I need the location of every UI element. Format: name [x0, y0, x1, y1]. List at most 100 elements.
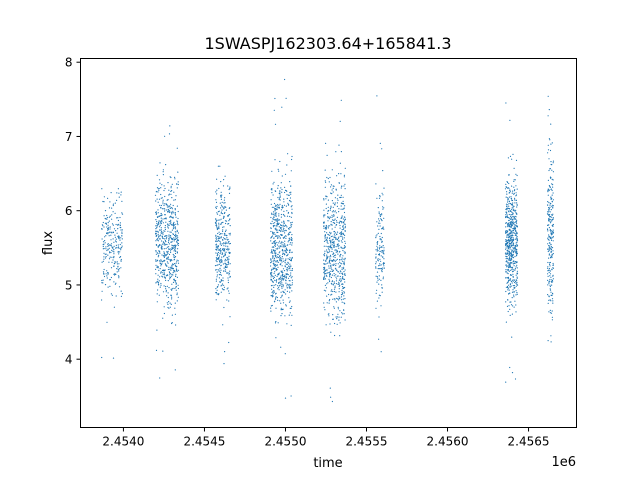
data-point — [329, 239, 331, 241]
data-point — [218, 227, 220, 229]
data-point — [329, 209, 331, 211]
data-point — [510, 237, 512, 239]
data-point — [279, 255, 281, 257]
data-point — [287, 258, 289, 260]
data-point — [333, 275, 335, 277]
data-point — [103, 252, 105, 254]
data-point — [343, 295, 345, 297]
data-point — [335, 212, 337, 214]
data-point — [287, 227, 290, 230]
data-point — [344, 251, 346, 253]
data-point — [336, 258, 338, 260]
data-point — [272, 226, 275, 228]
data-point — [291, 224, 293, 226]
data-point — [381, 200, 383, 202]
data-point — [342, 226, 344, 228]
data-point — [172, 253, 174, 256]
data-point — [111, 218, 113, 220]
data-point — [512, 243, 514, 245]
data-point — [288, 297, 290, 299]
data-point — [113, 281, 115, 283]
data-point — [168, 189, 170, 191]
data-point — [175, 266, 177, 268]
data-point — [342, 238, 344, 240]
data-point — [377, 279, 379, 281]
data-point — [226, 239, 229, 241]
data-point — [283, 198, 285, 200]
data-point — [114, 212, 116, 214]
data-point — [228, 233, 230, 235]
data-point — [506, 209, 508, 211]
data-point — [342, 292, 344, 295]
data-point — [339, 275, 341, 278]
data-point — [220, 237, 222, 239]
data-point — [505, 245, 507, 247]
data-point — [272, 246, 274, 248]
data-point — [276, 205, 278, 207]
data-point — [281, 175, 283, 177]
data-point — [168, 211, 170, 214]
data-point — [215, 199, 217, 201]
data-point — [103, 201, 105, 203]
data-point — [340, 220, 342, 223]
data-point — [342, 208, 344, 210]
data-point — [271, 212, 273, 214]
x-tick-label: 2.4545 — [183, 435, 225, 449]
data-point — [551, 269, 553, 271]
data-point — [166, 223, 169, 225]
data-point — [281, 191, 283, 193]
data-point — [275, 297, 277, 299]
data-point — [327, 262, 329, 264]
data-point — [506, 305, 509, 307]
data-point — [274, 190, 276, 192]
data-point — [340, 187, 342, 189]
data-point — [274, 260, 276, 262]
data-point — [550, 234, 553, 236]
data-point — [276, 248, 278, 250]
data-point — [506, 242, 508, 244]
data-point — [220, 244, 222, 246]
data-point — [331, 242, 333, 244]
data-point — [271, 288, 273, 290]
data-point — [376, 281, 378, 283]
data-point — [161, 269, 164, 271]
data-point — [379, 258, 381, 260]
data-point — [327, 210, 329, 212]
data-point — [290, 287, 292, 289]
data-point — [274, 159, 276, 161]
data-point — [510, 262, 512, 264]
x-offset-label: 1e6 — [551, 455, 576, 470]
data-point — [220, 223, 222, 225]
data-point — [337, 275, 339, 277]
data-point — [121, 293, 123, 295]
data-point — [511, 230, 513, 232]
data-point — [512, 256, 514, 258]
data-point — [169, 223, 171, 225]
data-point — [169, 210, 171, 212]
data-point — [176, 221, 179, 223]
data-point — [510, 304, 513, 306]
data-point — [277, 235, 279, 237]
data-point — [278, 170, 280, 172]
data-point — [381, 271, 383, 273]
data-point — [329, 176, 331, 179]
data-point — [333, 298, 335, 300]
data-point — [157, 266, 159, 268]
data-point — [167, 230, 169, 232]
data-point — [550, 335, 552, 337]
data-point — [157, 201, 159, 203]
data-point — [334, 226, 336, 228]
data-point — [156, 266, 158, 268]
data-point — [215, 218, 217, 220]
data-point — [281, 277, 283, 279]
data-point — [324, 231, 326, 233]
data-point — [158, 179, 161, 181]
data-point — [511, 279, 513, 281]
data-point — [381, 291, 383, 293]
data-point — [324, 273, 327, 275]
data-point — [325, 228, 327, 230]
data-point — [157, 209, 159, 211]
data-point — [551, 200, 553, 202]
data-point — [334, 218, 336, 220]
